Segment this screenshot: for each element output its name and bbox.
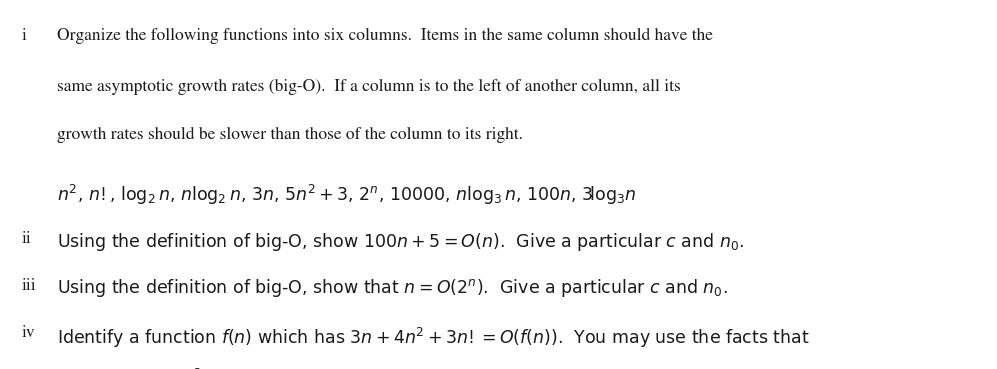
Text: $n^2$, $n!$, $\log_2 n$, $n \log_2 n$, $3n$, $5n^2 + 3$, $2^n$, $10000$, $n \log: $n^2$, $n!$, $\log_2 n$, $n \log_2 n$, $… (57, 183, 636, 207)
Text: i: i (22, 28, 27, 44)
Text: Using the definition of big-O, show $100n + 5 = O(n)$.  Give a particular $c$ an: Using the definition of big-O, show $100… (57, 231, 744, 253)
Text: Organize the following functions into six columns.  Items in the same column sho: Organize the following functions into si… (57, 28, 713, 44)
Text: iv: iv (22, 325, 36, 341)
Text: ii: ii (22, 231, 32, 246)
Text: growth rates should be slower than those of the column to its right.: growth rates should be slower than those… (57, 127, 522, 143)
Text: iii: iii (22, 277, 37, 293)
Text: Using the definition of big-O, show that $n = O(2^n)$.  Give a particular $c$ an: Using the definition of big-O, show that… (57, 277, 728, 300)
Text: Identify a function $f(n)$ which has $3n + 4n^2 + 3n! = O(f(n))$.  You may use t: Identify a function $f(n)$ which has $3n… (57, 325, 810, 349)
Text: same asymptotic growth rates (big-O).  If a column is to the left of another col: same asymptotic growth rates (big-O). If… (57, 79, 681, 95)
Text: $n = O(n!)$ and $n^2 = O(n!)$.: $n = O(n!)$ and $n^2 = O(n!)$. (57, 367, 277, 369)
